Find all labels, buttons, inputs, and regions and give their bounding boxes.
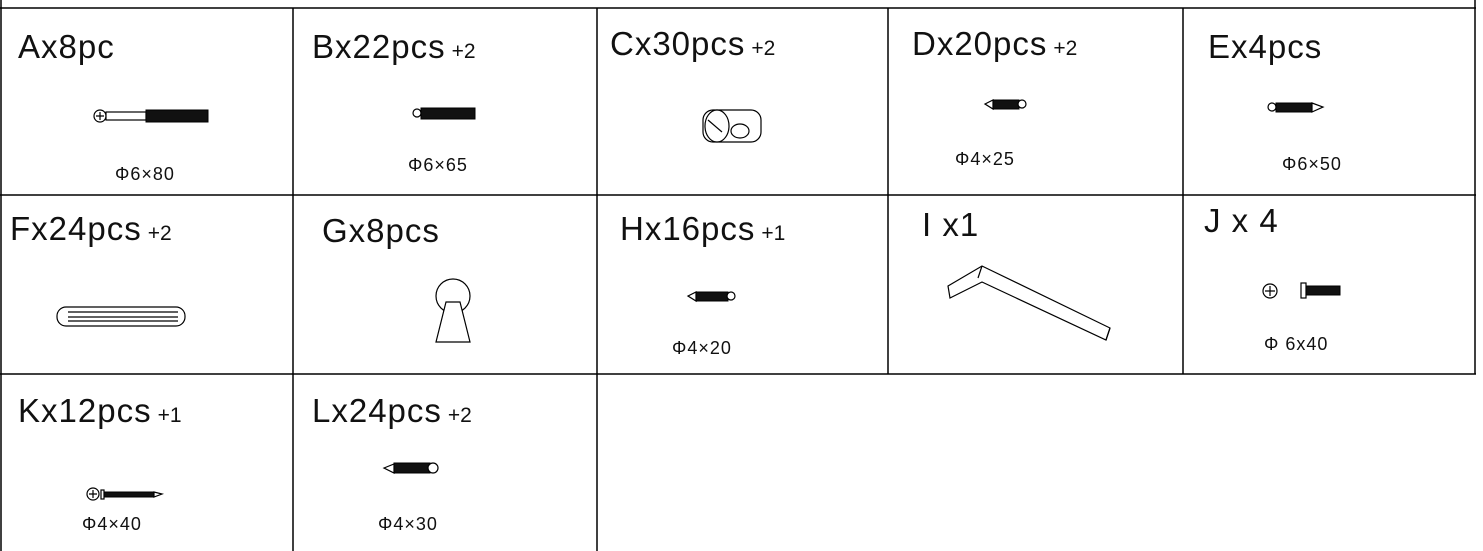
icon-screw-k — [86, 487, 165, 501]
icon-screw-l — [382, 462, 439, 474]
part-extra: +1 — [761, 222, 785, 245]
part-extra: +2 — [148, 222, 172, 245]
part-size: Φ4×20 — [672, 338, 732, 358]
part-label: Hx16pcs — [620, 210, 755, 247]
part-label: Fx24pcs — [10, 210, 142, 247]
part-size: Φ 6x40 — [1264, 334, 1328, 354]
part-size: Φ6×80 — [115, 164, 175, 184]
part-extra: +2 — [448, 404, 472, 427]
icon-bolt-a — [93, 109, 209, 123]
part-size: Φ4×30 — [378, 514, 438, 534]
icon-screw-h — [686, 291, 736, 303]
part-label: Ax8pc — [18, 28, 115, 65]
part-size: Φ6×65 — [408, 155, 468, 175]
part-extra: +2 — [1053, 37, 1077, 60]
part-label: Cx30pcs — [610, 25, 745, 62]
part-extra: +2 — [751, 37, 775, 60]
part-label: I x1 — [922, 206, 979, 243]
icon-cam — [435, 278, 471, 343]
icon-hex-key — [947, 265, 1111, 341]
icon-dowel — [56, 306, 186, 327]
part-label: Bx22pcs — [312, 28, 446, 65]
icon-screw-e — [1267, 102, 1325, 113]
part-extra: +2 — [452, 40, 476, 63]
part-size: Φ6×50 — [1282, 154, 1342, 174]
part-label: J x 4 — [1204, 202, 1279, 239]
icon-bolt-b — [412, 107, 476, 120]
part-label: Ex4pcs — [1208, 28, 1322, 65]
part-size: Φ4×25 — [955, 149, 1015, 169]
part-size: Φ4×40 — [82, 514, 142, 534]
part-label: Lx24pcs — [312, 392, 442, 429]
part-label: Kx12pcs — [18, 392, 152, 429]
icon-screw-d — [983, 99, 1027, 111]
icon-bolt-j — [1262, 282, 1341, 299]
part-label: Dx20pcs — [912, 25, 1047, 62]
icon-barrel-nut — [702, 109, 762, 143]
part-label: Gx8pcs — [322, 212, 440, 249]
part-extra: +1 — [158, 404, 182, 427]
